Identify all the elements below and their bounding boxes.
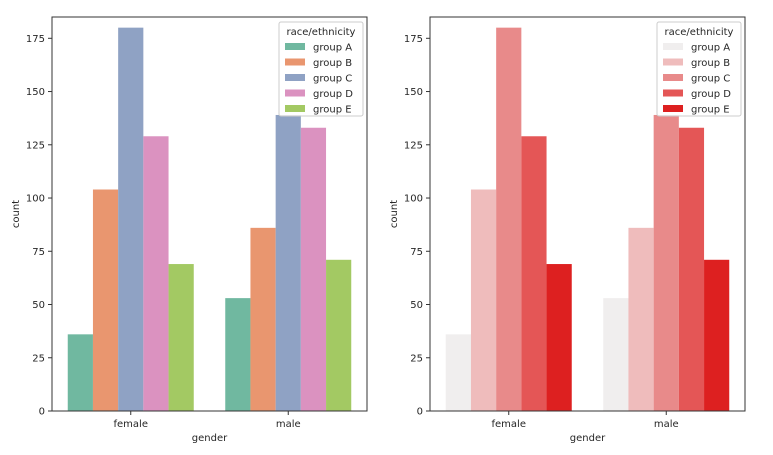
y-tick-label: 150 [404, 87, 423, 98]
x-tick-label: male [654, 419, 679, 430]
y-tick-label: 175 [26, 34, 45, 45]
y-tick-label: 175 [404, 34, 423, 45]
bar-group-e-female [168, 264, 194, 411]
y-tick-label: 100 [26, 194, 45, 205]
bar-group-d-male [300, 127, 327, 412]
legend: race/ethnicity group A group B group C group… [278, 21, 364, 117]
legend-label: group C [313, 74, 352, 85]
legend-swatch [285, 58, 305, 66]
axes-frame [51, 16, 368, 412]
bar-group-b-male [250, 227, 276, 411]
y-axis-label: count [11, 200, 22, 228]
bar-group-c-female [496, 27, 522, 411]
bar-group-e-male [704, 259, 730, 411]
legend-title: race/ethnicity [287, 27, 356, 38]
bar-group-e-female [546, 264, 572, 411]
y-tick-label: 150 [26, 87, 45, 98]
legend-label: group E [691, 105, 730, 116]
legend-swatch [663, 43, 683, 50]
x-tick-label: male [276, 419, 301, 430]
bar-group-a-female [445, 334, 471, 411]
legend-swatch [285, 105, 305, 112]
x-axis-label: gender [570, 433, 606, 444]
y-tick-label: 75 [32, 247, 45, 258]
legend-label: group D [313, 89, 353, 100]
legend-label: group B [691, 58, 730, 69]
bar-group-a-male [225, 298, 251, 411]
chart-1: 0 25 50 75 100 125 150 175 female male gender count… [11, 16, 368, 444]
legend-swatch [663, 89, 683, 97]
bar-group-e-male [326, 259, 352, 411]
bar-group-b-female [470, 189, 497, 411]
legend: race/ethnicity group A group B group C group… [656, 21, 742, 117]
legend-label: group E [313, 105, 352, 116]
y-tick-label: 25 [32, 353, 45, 364]
bar-group-a-female [67, 334, 93, 411]
legend-label: group C [691, 74, 730, 85]
bar-group-c-female [118, 27, 144, 411]
y-tick-label: 100 [404, 194, 423, 205]
y-tick-label: 0 [39, 407, 45, 418]
bar-group-c-male [653, 114, 679, 412]
legend-label: group A [313, 43, 352, 54]
bar-group-d-female [143, 136, 169, 411]
bar-group-d-female [521, 136, 547, 411]
x-axis-label: gender [192, 433, 228, 444]
y-tick-label: 0 [417, 407, 423, 418]
bar-group-d-male [678, 127, 705, 412]
legend-label: group D [691, 89, 731, 100]
legend-swatch [285, 74, 305, 81]
legend-label: group A [691, 43, 730, 54]
legend-swatch [663, 74, 683, 81]
legend-swatch [285, 89, 305, 97]
y-tick-label: 50 [410, 300, 423, 311]
legend-title: race/ethnicity [665, 27, 734, 38]
bar-group-c-male [275, 114, 301, 412]
y-tick-label: 125 [26, 140, 45, 151]
bar-group-b-male [628, 227, 654, 411]
legend-swatch [285, 43, 305, 50]
bar-group-b-female [92, 189, 119, 411]
chart-2: 0 25 50 75 100 125 150 175 female male gender count… [389, 16, 746, 444]
legend-swatch [663, 105, 683, 112]
y-tick-label: 75 [410, 247, 423, 258]
y-tick-label: 125 [404, 140, 423, 151]
y-tick-label: 25 [410, 353, 423, 364]
y-tick-label: 50 [32, 300, 45, 311]
y-axis-label: count [389, 200, 400, 228]
x-tick-label: female [114, 419, 148, 430]
legend-swatch [663, 58, 683, 66]
axes-frame [429, 16, 746, 412]
bar-group-a-male [603, 298, 629, 411]
x-tick-label: female [492, 419, 526, 430]
legend-label: group B [313, 58, 352, 69]
